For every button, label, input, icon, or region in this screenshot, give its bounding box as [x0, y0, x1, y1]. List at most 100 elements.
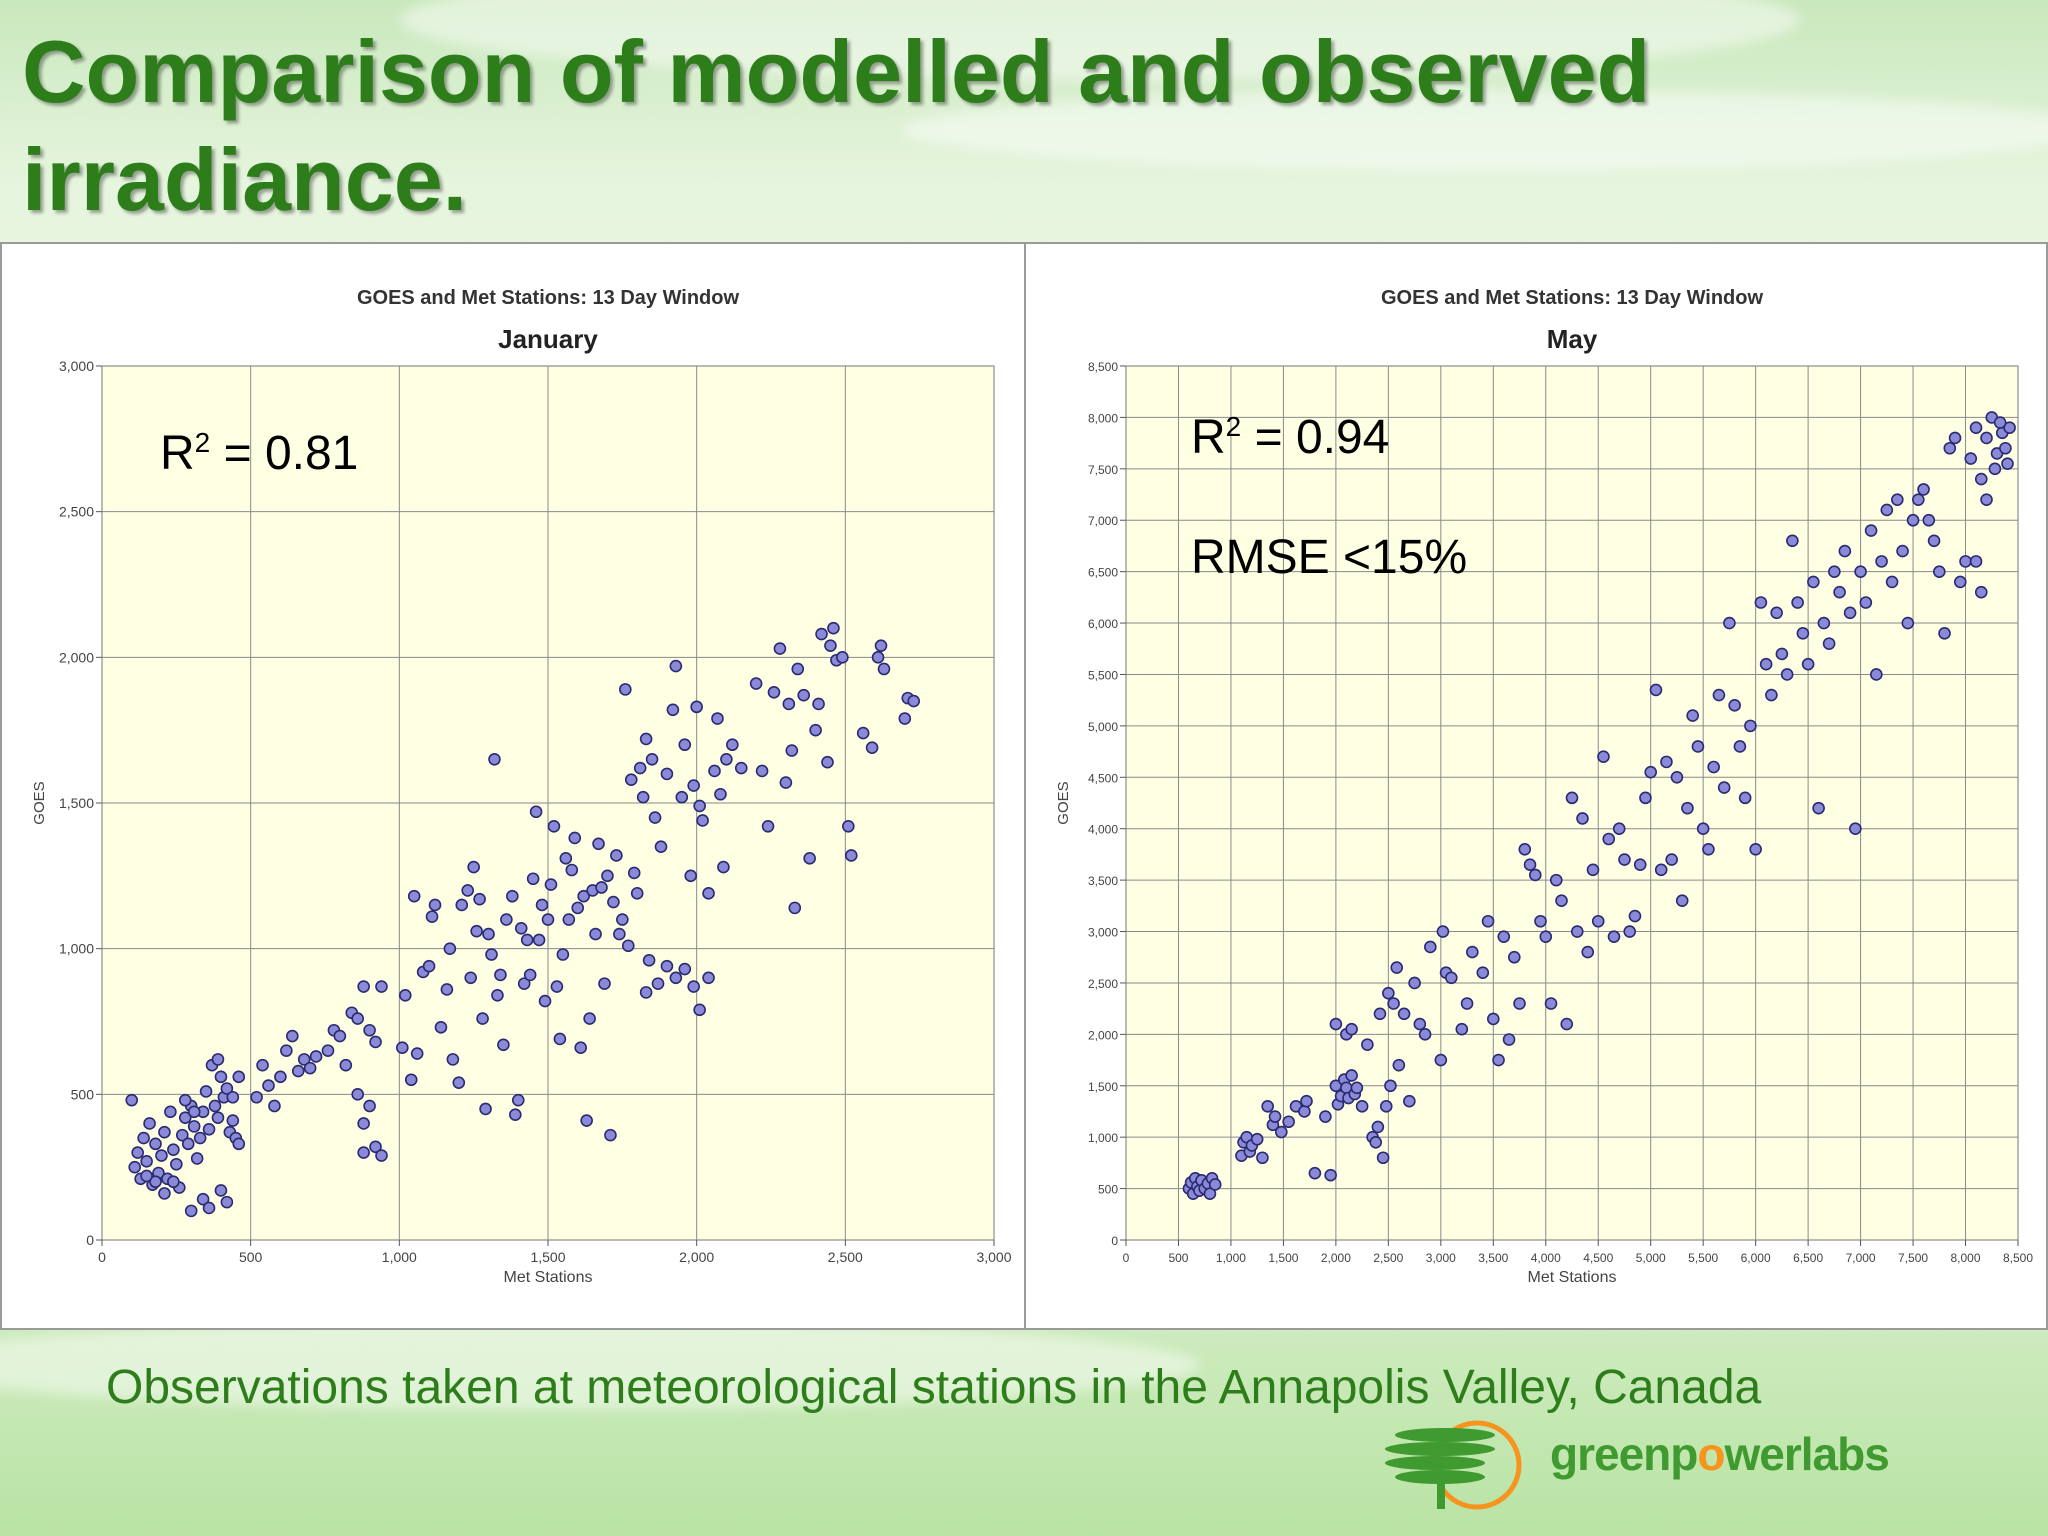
data-point: [1586, 863, 1600, 877]
data-point: [1418, 1028, 1432, 1041]
data-point: [1828, 565, 1841, 578]
data-point: [1980, 431, 1993, 445]
data-point: [678, 962, 692, 976]
x-tick-label: 4,500: [1583, 1251, 1613, 1265]
data-point: [1345, 1069, 1358, 1082]
data-point: [1623, 925, 1637, 938]
data-point: [155, 1149, 168, 1162]
data-point: [443, 942, 457, 955]
data-point: [1308, 1166, 1322, 1180]
data-point: [726, 738, 739, 752]
logo-text: greenpowerlabs: [1550, 1428, 1890, 1480]
data-point: [357, 980, 370, 993]
data-point: [1932, 565, 1946, 578]
data-point: [1507, 950, 1521, 964]
x-tick-label: 0: [98, 1249, 106, 1265]
data-point: [500, 913, 513, 926]
data-point: [877, 662, 891, 676]
x-tick-label: 7,000: [1846, 1251, 1876, 1265]
data-point: [577, 889, 590, 903]
data-point: [678, 738, 692, 752]
data-point: [690, 700, 703, 714]
data-point: [708, 764, 721, 778]
data-point: [280, 1044, 293, 1057]
data-point: [1864, 524, 1878, 537]
data-point: [1628, 909, 1642, 923]
data-point: [375, 1149, 388, 1162]
data-point: [1591, 914, 1605, 928]
data-point: [1256, 1151, 1269, 1165]
data-point: [1681, 801, 1694, 815]
data-point: [1502, 1033, 1516, 1046]
data-point: [149, 1137, 162, 1151]
data-point: [1518, 842, 1532, 856]
data-point: [357, 1146, 370, 1159]
data-point: [898, 712, 912, 725]
data-point: [193, 1131, 207, 1145]
data-point: [214, 1070, 228, 1084]
data-point: [190, 1152, 204, 1165]
scatter-chart-may: GOES and Met Stations: 13 Day Window May 0…: [1055, 287, 2033, 1286]
data-point: [574, 1041, 588, 1055]
data-point: [720, 752, 733, 766]
y-tick-label: 2,500: [1088, 977, 1118, 991]
data-point: [619, 683, 632, 696]
data-point: [291, 1064, 305, 1078]
chart-subtitle: January: [498, 324, 598, 354]
data-point: [1282, 1115, 1295, 1129]
x-tick-label: 4,000: [1531, 1251, 1561, 1265]
data-point: [1261, 1100, 1274, 1113]
data-point: [464, 971, 477, 985]
data-point: [788, 901, 802, 915]
data-point: [404, 1073, 418, 1087]
y-tick-label: 4,500: [1088, 771, 1118, 785]
data-point: [827, 621, 840, 635]
data-point: [1870, 668, 1883, 681]
data-point: [1544, 997, 1558, 1010]
data-point: [714, 787, 727, 801]
data-point: [1369, 1136, 1383, 1149]
data-point: [1780, 668, 1794, 681]
y-tick-label: 7,000: [1088, 514, 1118, 528]
data-point: [1660, 755, 1673, 769]
data-point: [613, 927, 626, 941]
data-point: [1959, 555, 1972, 568]
data-point: [410, 1047, 424, 1060]
data-point: [1775, 647, 1789, 661]
data-point: [1812, 801, 1825, 815]
data-point: [494, 968, 507, 982]
data-point: [1759, 657, 1773, 671]
data-point: [1397, 1007, 1411, 1021]
data-point: [226, 1090, 240, 1104]
data-point: [1387, 997, 1400, 1010]
data-point: [351, 1088, 365, 1101]
data-point: [158, 1187, 171, 1200]
data-point: [580, 1114, 593, 1127]
data-point: [627, 866, 641, 880]
data-point: [158, 1125, 171, 1139]
r2-annotation-january: R2 = 0.81: [160, 427, 359, 480]
data-point: [565, 863, 579, 877]
data-point: [187, 1105, 201, 1119]
data-point: [1723, 616, 1736, 630]
data-point: [624, 773, 638, 786]
data-point: [309, 1050, 323, 1063]
data-point: [616, 913, 629, 926]
data-point: [1486, 1012, 1500, 1026]
data-point: [547, 820, 561, 833]
data-point: [815, 627, 828, 641]
x-tick-label: 2,000: [679, 1249, 714, 1265]
data-point: [1833, 585, 1846, 599]
data-point: [461, 884, 475, 897]
data-point: [1749, 842, 1762, 856]
data-point: [782, 697, 796, 711]
data-point: [749, 677, 763, 690]
x-axis-label: Met Stations: [504, 1269, 593, 1286]
data-point: [1300, 1094, 1313, 1108]
data-point: [693, 1003, 706, 1017]
data-point: [1917, 483, 1930, 496]
data-point: [1738, 791, 1752, 805]
data-point: [1707, 760, 1720, 774]
data-point: [1670, 770, 1684, 784]
data-point: [467, 860, 480, 874]
